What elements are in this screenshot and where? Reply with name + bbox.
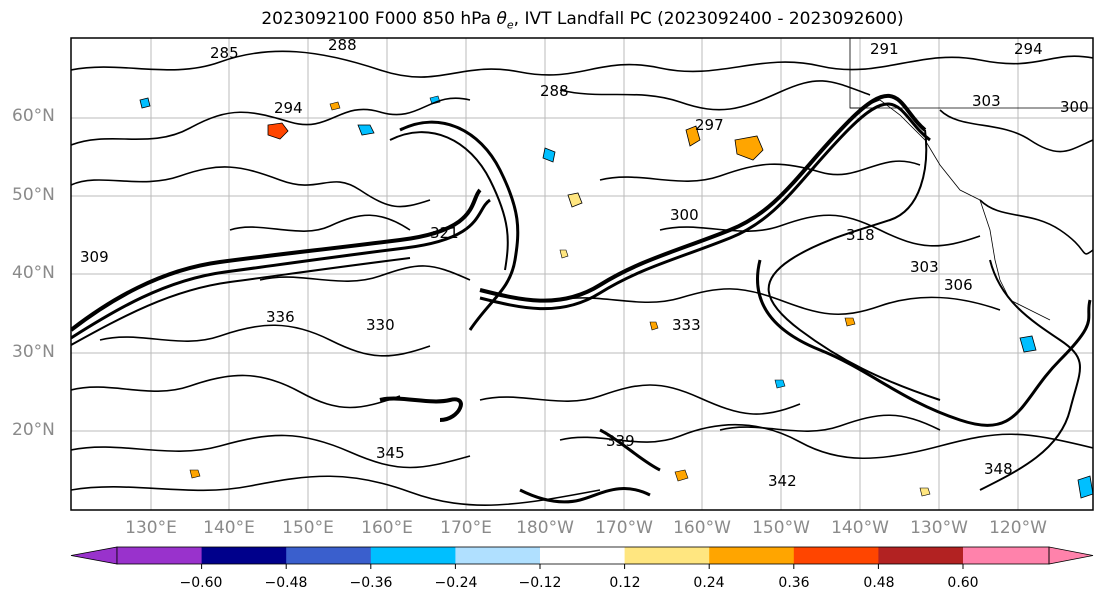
contour-label: 297 bbox=[695, 116, 724, 134]
colorbar-tick-label: −0.12 bbox=[518, 575, 562, 591]
contour-label: 303 bbox=[910, 258, 939, 276]
pc-blob bbox=[1019, 335, 1037, 353]
lon-label-140e: 140°E bbox=[203, 518, 255, 538]
coastlines bbox=[849, 38, 1093, 321]
contour-label: 288 bbox=[540, 82, 569, 100]
contour-label: 303 bbox=[972, 92, 1001, 110]
lon-label-150e: 150°E bbox=[282, 518, 334, 538]
pc-blob bbox=[567, 192, 583, 208]
title-suffix: , IVT Landfall PC (2023092400 - 20230926… bbox=[513, 9, 904, 29]
theta-e-gradient-bundles bbox=[71, 93, 1092, 504]
title-prefix: 2023092100 F000 850 hPa bbox=[261, 9, 497, 29]
colorbar-tick-label: 0.60 bbox=[947, 575, 979, 591]
pc-blob bbox=[357, 124, 375, 136]
colorbar-tick-label: −0.48 bbox=[264, 575, 308, 591]
colorbar-tick-label: 0.12 bbox=[609, 575, 641, 591]
contour-label: 342 bbox=[768, 472, 797, 490]
map-frame bbox=[70, 37, 1094, 511]
pc-blob bbox=[774, 379, 786, 389]
contour-label: 294 bbox=[1014, 40, 1043, 58]
pc-blob bbox=[139, 97, 151, 109]
lat-label-30n: 30°N bbox=[12, 342, 55, 362]
lat-label-40n: 40°N bbox=[12, 263, 55, 283]
pc-blob bbox=[329, 101, 341, 111]
pc-blob bbox=[685, 125, 701, 147]
lon-label-160w: 160°W bbox=[673, 518, 731, 538]
lon-label-170e: 170°E bbox=[440, 518, 492, 538]
contour-label: 339 bbox=[606, 432, 635, 450]
contour-label: 306 bbox=[944, 276, 973, 294]
contour-label: 300 bbox=[670, 206, 699, 224]
contour-label: 321 bbox=[430, 224, 459, 242]
map-title: 2023092100 F000 850 hPa θe, IVT Landfall… bbox=[0, 9, 1105, 31]
contour-label: 336 bbox=[266, 308, 295, 326]
contour-label: 333 bbox=[672, 316, 701, 334]
lat-label-20n: 20°N bbox=[12, 420, 55, 440]
lat-label-60n: 60°N bbox=[12, 106, 55, 126]
contour-label: 309 bbox=[80, 248, 109, 266]
lon-label-170w: 170°W bbox=[595, 518, 653, 538]
contour-label: 345 bbox=[376, 444, 405, 462]
lat-label-50n: 50°N bbox=[12, 185, 55, 205]
contour-label: 288 bbox=[328, 36, 357, 54]
pc-blob bbox=[189, 469, 201, 479]
gridlines bbox=[71, 38, 1093, 510]
lon-label-160e: 160°E bbox=[361, 518, 413, 538]
lon-label-120w: 120°W bbox=[989, 518, 1047, 538]
lon-label-130e: 130°E bbox=[125, 518, 177, 538]
colorbar-tick-label: −0.24 bbox=[434, 575, 478, 591]
title-theta-subscript: e bbox=[506, 18, 514, 32]
contour-labels: 285 288 294 297 300 303 306 309 318 321 … bbox=[80, 36, 1089, 490]
pc-blob bbox=[649, 321, 659, 331]
pc-blob bbox=[919, 487, 931, 497]
pc-blob bbox=[734, 135, 764, 161]
pc-blob bbox=[674, 469, 689, 482]
contour-label: 300 bbox=[1060, 98, 1089, 116]
contour-label: 291 bbox=[870, 40, 899, 58]
lon-label-150w: 150°W bbox=[752, 518, 810, 538]
lon-label-180w: 180°W bbox=[516, 518, 574, 538]
pc-fill-blobs bbox=[139, 95, 1093, 499]
colorbar-tick-label: 0.24 bbox=[693, 575, 725, 591]
contour-label: 285 bbox=[210, 44, 239, 62]
lon-label-130w: 130°W bbox=[910, 518, 968, 538]
contour-label: 294 bbox=[274, 99, 303, 117]
contour-label: 330 bbox=[366, 316, 395, 334]
lon-label-140w: 140°W bbox=[831, 518, 889, 538]
pc-blob bbox=[542, 147, 556, 163]
title-theta: θ bbox=[496, 9, 507, 29]
colorbar-tick-label: 0.36 bbox=[778, 575, 810, 591]
contour-label: 318 bbox=[846, 226, 875, 244]
colorbar-tick-label: −0.60 bbox=[179, 575, 223, 591]
contour-label: 348 bbox=[984, 460, 1013, 478]
theta-e-contours bbox=[71, 50, 1093, 506]
pc-blob bbox=[1077, 475, 1093, 499]
colorbar-tick-label: −0.36 bbox=[349, 575, 393, 591]
pc-blob bbox=[267, 122, 289, 140]
colorbar-tick-label: 0.48 bbox=[863, 575, 895, 591]
pc-blob bbox=[844, 317, 856, 327]
pc-blob bbox=[559, 249, 569, 259]
